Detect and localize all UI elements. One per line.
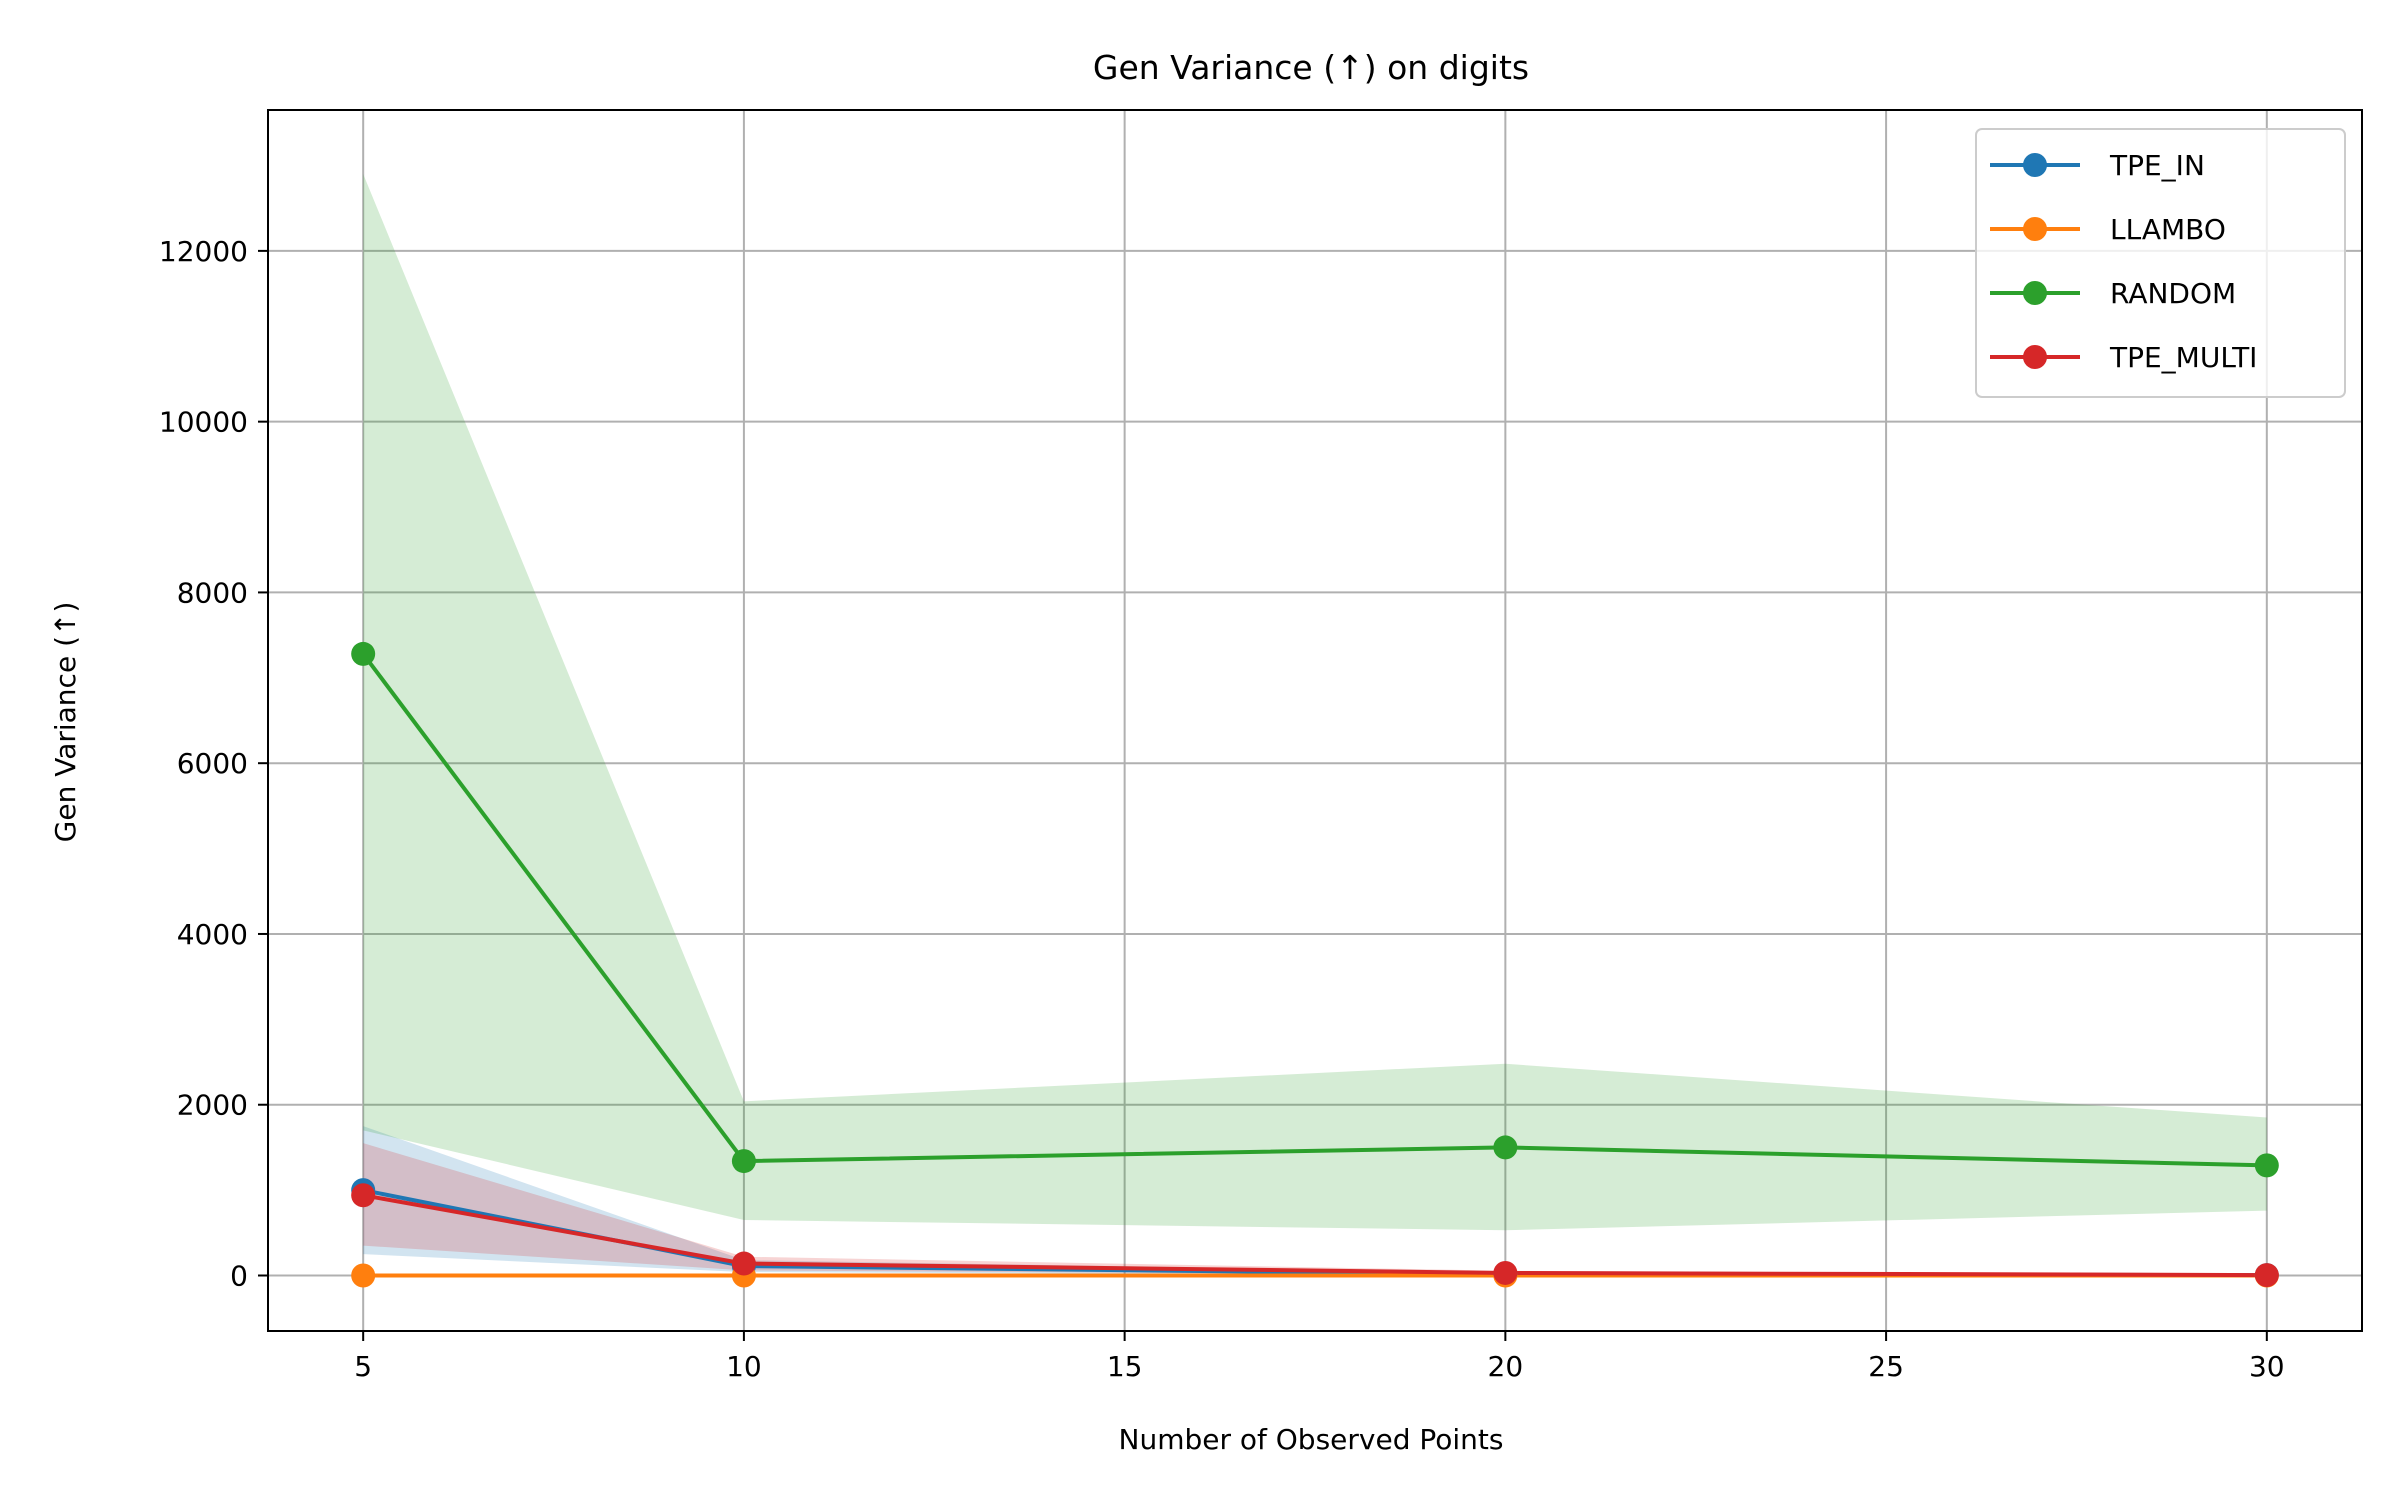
legend-swatch-marker bbox=[2023, 345, 2047, 369]
y-tick-label: 8000 bbox=[177, 576, 248, 609]
x-tick-label: 5 bbox=[354, 1350, 372, 1383]
y-tick-label: 6000 bbox=[177, 747, 248, 780]
axis-ticks: 5 10 15 20 25 30 0 2000 4000 6000 8000 10000 12000 bbox=[159, 235, 2285, 1383]
random-band bbox=[363, 174, 2267, 1231]
chart-title: Gen Variance (↑) on digits bbox=[1093, 48, 1529, 87]
x-tick-label: 30 bbox=[2249, 1350, 2285, 1383]
x-tick-label: 10 bbox=[726, 1350, 762, 1383]
plot-frame bbox=[267, 109, 2363, 1332]
y-tick-label: 0 bbox=[230, 1260, 248, 1293]
x-tick-label: 25 bbox=[1868, 1350, 1904, 1383]
y-tick-label: 2000 bbox=[177, 1089, 248, 1122]
y-tick-label: 10000 bbox=[159, 406, 248, 439]
legend-swatch-marker bbox=[2023, 281, 2047, 305]
legend-label: LLAMBO bbox=[2110, 213, 2226, 246]
legend: TPE_IN LLAMBO RANDOM TPE_MULTI bbox=[1975, 128, 2346, 398]
legend-swatch-marker bbox=[2023, 217, 2047, 241]
legend-label: RANDOM bbox=[2110, 277, 2236, 310]
tpe-multi-point bbox=[731, 1251, 756, 1276]
confidence-bands bbox=[363, 174, 2267, 1276]
legend-swatch-marker bbox=[2023, 153, 2047, 177]
legend-label: TPE_IN bbox=[2109, 149, 2205, 182]
tpe-in-band bbox=[363, 1126, 2267, 1276]
tpe-multi-line bbox=[362, 1193, 2267, 1278]
y-axis-label: Gen Variance (↑) bbox=[49, 602, 82, 843]
y-tick-label: 4000 bbox=[177, 918, 248, 951]
random-line bbox=[361, 652, 2267, 1168]
x-axis-label: Number of Observed Points bbox=[1119, 1423, 1504, 1456]
random-point bbox=[731, 1149, 756, 1174]
tpe-multi-point bbox=[351, 1183, 376, 1208]
random-point bbox=[351, 641, 376, 666]
x-tick-label: 15 bbox=[1107, 1350, 1143, 1383]
series-markers bbox=[351, 641, 2279, 1288]
random-point bbox=[1493, 1135, 1518, 1160]
legend-box bbox=[1975, 128, 2346, 398]
legend-label: TPE_MULTI bbox=[2109, 341, 2257, 374]
llambo-point bbox=[351, 1263, 376, 1288]
series-lines bbox=[361, 652, 2267, 1278]
y-tick-label: 12000 bbox=[159, 235, 248, 268]
tpe-multi-point bbox=[1493, 1260, 1518, 1285]
tpe-multi-point bbox=[2254, 1263, 2279, 1288]
x-tick-label: 20 bbox=[1488, 1350, 1524, 1383]
random-point bbox=[2254, 1153, 2279, 1178]
